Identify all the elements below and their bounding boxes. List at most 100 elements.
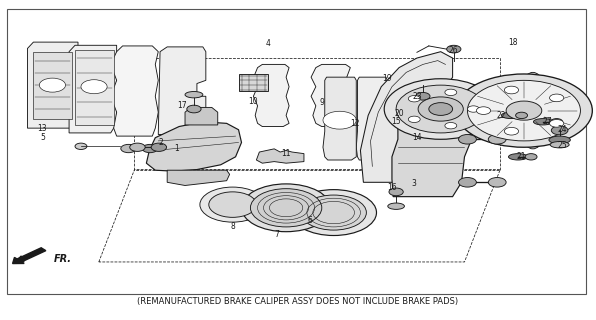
Polygon shape [27, 42, 78, 128]
Text: 1: 1 [173, 144, 178, 153]
Polygon shape [69, 45, 117, 133]
Polygon shape [75, 50, 114, 125]
Ellipse shape [551, 126, 568, 135]
Ellipse shape [384, 79, 497, 139]
Text: 11: 11 [281, 149, 291, 158]
Ellipse shape [455, 74, 592, 147]
Text: 20: 20 [395, 109, 404, 118]
Polygon shape [361, 52, 452, 182]
Polygon shape [159, 47, 206, 134]
Text: 10: 10 [249, 97, 258, 106]
Ellipse shape [75, 143, 87, 149]
Text: 4: 4 [266, 39, 271, 48]
Ellipse shape [121, 144, 136, 153]
Ellipse shape [416, 92, 430, 100]
Text: 25: 25 [558, 141, 567, 150]
Polygon shape [392, 108, 471, 197]
Text: 26: 26 [449, 45, 458, 55]
Ellipse shape [209, 192, 256, 217]
Ellipse shape [142, 144, 158, 153]
Bar [7, 9, 586, 294]
Text: 8: 8 [230, 222, 235, 231]
Ellipse shape [533, 119, 552, 125]
Text: 15: 15 [392, 117, 401, 126]
Text: 7: 7 [275, 230, 280, 239]
Polygon shape [167, 170, 229, 186]
Polygon shape [111, 46, 159, 136]
Polygon shape [147, 122, 241, 171]
Ellipse shape [200, 187, 265, 222]
Text: 19: 19 [383, 74, 392, 83]
Ellipse shape [504, 127, 519, 135]
Ellipse shape [550, 120, 564, 127]
Ellipse shape [551, 119, 563, 125]
Ellipse shape [418, 97, 463, 121]
Ellipse shape [525, 154, 537, 160]
Text: (REMANUFACTURED BRAKE CALIPER ASSY DOES NOT INCLUDE BRAKE PADS): (REMANUFACTURED BRAKE CALIPER ASSY DOES … [138, 297, 458, 306]
Ellipse shape [488, 178, 506, 187]
Ellipse shape [550, 141, 569, 148]
Ellipse shape [516, 72, 550, 149]
Text: 21: 21 [516, 152, 526, 161]
Ellipse shape [408, 96, 420, 102]
Text: 17: 17 [177, 101, 187, 110]
Text: 12: 12 [350, 119, 359, 128]
FancyArrow shape [13, 248, 46, 264]
Text: 14: 14 [412, 133, 422, 142]
Polygon shape [323, 77, 356, 160]
Ellipse shape [445, 89, 457, 96]
Ellipse shape [323, 111, 356, 129]
Ellipse shape [476, 107, 491, 115]
Ellipse shape [185, 92, 203, 98]
Polygon shape [33, 52, 72, 119]
Text: 3: 3 [411, 180, 417, 188]
Ellipse shape [506, 101, 542, 120]
Ellipse shape [550, 94, 564, 102]
Text: 22: 22 [496, 111, 506, 120]
Polygon shape [253, 64, 289, 126]
Ellipse shape [446, 45, 461, 53]
Ellipse shape [130, 143, 145, 151]
Polygon shape [356, 77, 387, 160]
Ellipse shape [409, 119, 426, 128]
Ellipse shape [39, 78, 66, 92]
Ellipse shape [488, 134, 506, 144]
Text: FR.: FR. [54, 254, 72, 264]
Ellipse shape [151, 143, 167, 151]
Ellipse shape [549, 136, 570, 144]
Text: 5: 5 [40, 133, 45, 142]
Ellipse shape [429, 103, 452, 116]
Ellipse shape [458, 178, 476, 187]
Polygon shape [256, 149, 304, 163]
Text: 6: 6 [308, 216, 312, 225]
Ellipse shape [187, 105, 201, 113]
Text: 9: 9 [319, 98, 324, 107]
Ellipse shape [389, 188, 403, 196]
Ellipse shape [408, 116, 420, 123]
Text: 2: 2 [159, 138, 164, 147]
Ellipse shape [250, 189, 322, 227]
Ellipse shape [421, 113, 437, 122]
Text: 13: 13 [38, 124, 47, 132]
Ellipse shape [458, 134, 476, 144]
Text: 27: 27 [543, 117, 552, 126]
Text: 23: 23 [412, 92, 422, 101]
Polygon shape [185, 108, 218, 125]
Polygon shape [311, 64, 350, 126]
Ellipse shape [467, 106, 479, 112]
Ellipse shape [81, 80, 107, 94]
Text: 18: 18 [508, 38, 518, 47]
Ellipse shape [396, 85, 485, 133]
Ellipse shape [291, 190, 377, 236]
Ellipse shape [241, 184, 331, 232]
Ellipse shape [504, 86, 519, 94]
Ellipse shape [388, 203, 405, 209]
Ellipse shape [301, 195, 367, 230]
Ellipse shape [516, 112, 527, 119]
Text: 24: 24 [558, 125, 567, 134]
Ellipse shape [467, 80, 581, 141]
Ellipse shape [445, 123, 457, 129]
Text: 16: 16 [387, 183, 397, 192]
Ellipse shape [501, 112, 520, 119]
Ellipse shape [508, 154, 527, 160]
